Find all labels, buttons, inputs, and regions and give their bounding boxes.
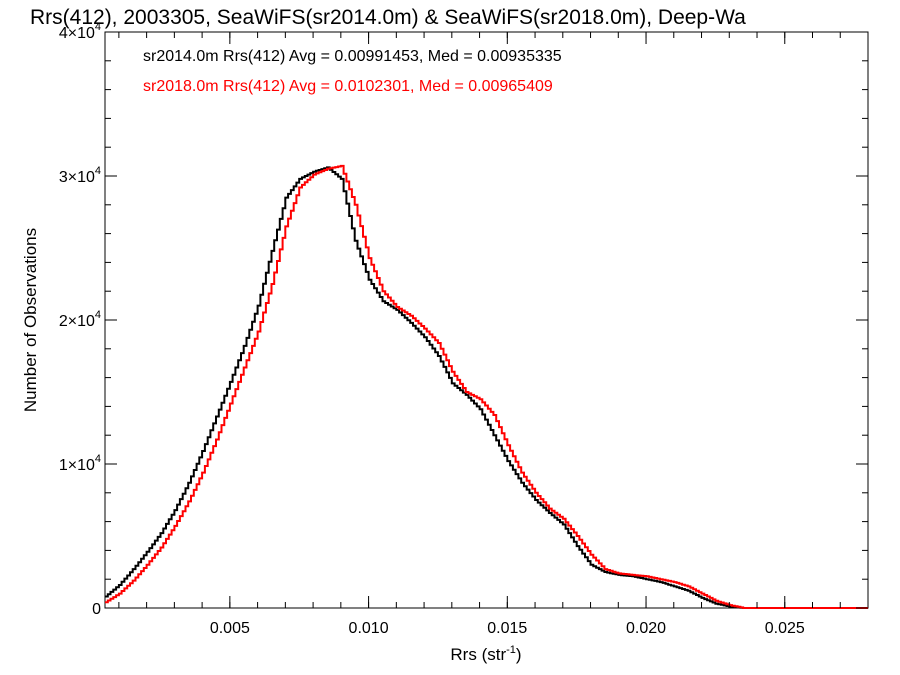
y-axis-label: Number of Observations: [21, 228, 40, 412]
x-tick-label-2: 0.015: [487, 620, 527, 637]
x-axis: 0.005 0.010 0.015 0.020 0.025: [118, 32, 841, 637]
plot-frame: [104, 31, 869, 609]
series-layer: [105, 164, 868, 609]
legend-entry-0: sr2014.0m Rrs(412) Avg = 0.00991453, Med…: [143, 48, 562, 65]
x-tick-label-1: 0.010: [349, 620, 389, 637]
y-axis: 0 1×104 2×104 3×104 4×104: [59, 21, 868, 618]
plot-border: [104, 31, 869, 609]
series-line-1: [105, 164, 868, 609]
legend-entry-1: sr2018.0m Rrs(412) Avg = 0.0102301, Med …: [143, 78, 553, 95]
x-tick-label-0: 0.005: [210, 620, 250, 637]
x-axis-label-superscript: -1: [506, 644, 516, 656]
x-tick-label-3: 0.020: [626, 620, 666, 637]
x-axis-label: Rrs (str-1): [450, 644, 521, 664]
series-line-0: [105, 166, 868, 609]
y-tick-label-4: 4×104: [59, 21, 101, 42]
y-tick-label-0: 0: [92, 601, 101, 618]
x-tick-label-4: 0.025: [765, 620, 805, 637]
chart-title: Rrs(412), 2003305, SeaWiFS(sr2014.0m) & …: [30, 6, 746, 29]
y-tick-label-3: 3×104: [59, 165, 101, 186]
legend: sr2014.0m Rrs(412) Avg = 0.00991453, Med…: [143, 48, 562, 95]
y-tick-label-2: 2×104: [59, 309, 101, 330]
y-tick-label-1: 1×104: [59, 453, 101, 474]
